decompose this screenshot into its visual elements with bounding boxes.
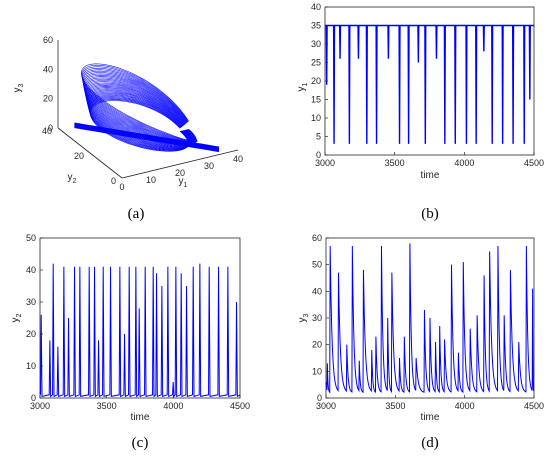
panel-a-ztick-label: 0 — [48, 123, 53, 133]
panel-c-xtick-label: 3500 — [97, 401, 117, 411]
panel-a-base-band — [74, 122, 220, 148]
panel-d-ylabel: y3 — [297, 313, 310, 322]
panel-a-trajectory — [74, 63, 220, 153]
panel-a-ylabel: y2 — [68, 172, 77, 185]
panel-c-ytick-label: 20 — [26, 329, 36, 339]
panel-b-xtick-label: 4000 — [454, 158, 474, 168]
panel-a-xtick-label: 10 — [146, 175, 156, 185]
panel-b-ytick-label: 10 — [311, 113, 321, 123]
panel-c-ytick-label: 0 — [31, 393, 36, 403]
panel-d-xlabel: time — [421, 412, 440, 423]
panel-b-ytick-label: 30 — [311, 39, 321, 49]
panel-d-tick-labels: 3000 3500 4000 4500 0 10 20 30 40 50 60 — [312, 233, 544, 411]
panel-a-orbit — [81, 65, 198, 143]
panel-a-xtick-label: 30 — [204, 161, 214, 171]
panel-b-ytick-label: 40 — [311, 2, 321, 12]
panel-b-xlabel: time — [421, 170, 440, 181]
panel-a-orbit — [81, 63, 198, 143]
panel-c-ytick-label: 50 — [26, 233, 36, 243]
panel-a-base-band — [74, 123, 220, 149]
panel-b-ytick-label: 35 — [311, 21, 321, 31]
panel-b-caption: (b) — [421, 206, 439, 222]
panel-d-xtick-label: 4000 — [455, 401, 475, 411]
panel-c-plot: 3000 3500 4000 4500 0 10 20 30 40 50 y2 time (c) — [10, 233, 250, 451]
panel-d-ytick-label: 50 — [312, 260, 322, 270]
panel-a-ztick-label: 20 — [43, 94, 53, 104]
panel-b-ytick-label: 20 — [311, 76, 321, 86]
panel-c-ytick-label: 10 — [26, 361, 36, 371]
panel-d-series — [325, 243, 535, 394]
panel-d-ytick-label: 40 — [312, 286, 322, 296]
panel-a-xtick-label: 40 — [233, 154, 243, 164]
panel-a-orbit — [81, 66, 197, 143]
panel-c-ylabel: y2 — [10, 313, 23, 322]
panel-b-xtick-label: 3500 — [385, 158, 405, 168]
panel-d-xtick-label: 3500 — [385, 401, 405, 411]
panel-d-xtick-label: 4500 — [524, 401, 544, 411]
panel-d-ytick-label: 60 — [312, 233, 322, 243]
panel-b-ytick-label: 25 — [311, 58, 321, 68]
panel-c-series — [39, 263, 241, 398]
panel-a-base-band — [74, 126, 220, 152]
panel-a-ytick-label: 40 — [42, 126, 52, 136]
panel-d-xtick-label: 3000 — [316, 401, 336, 411]
panel-b-series-line — [325, 24, 534, 144]
panel-b-tick-labels: 3000 3500 4000 4500 0 5 10 15 20 25 30 35 40 — [311, 2, 544, 168]
panel-b-series — [325, 24, 534, 144]
panel-a-xtick-label: 0 — [119, 182, 124, 192]
panel-a-base-band — [74, 124, 220, 150]
panel-c-ytick-label: 30 — [26, 297, 36, 307]
panel-d-series-line — [325, 243, 535, 394]
panel-c-xtick-label: 4000 — [163, 401, 183, 411]
panel-b-ytick-label: 15 — [311, 95, 321, 105]
panel-a-axes — [57, 40, 239, 179]
panel-a-base-band — [74, 125, 220, 151]
panel-a-base-band — [74, 126, 220, 153]
panel-d-ytick-label: 20 — [312, 340, 322, 350]
panel-b-xtick-label: 4500 — [524, 158, 544, 168]
panel-b-ylabel: y1 — [296, 82, 309, 91]
panel-a-xtick-label: 20 — [175, 168, 185, 178]
panel-d-ytick-label: 30 — [312, 313, 322, 323]
panel-b-xtick-label: 3000 — [315, 158, 335, 168]
panel-c-axes-box — [39, 237, 241, 399]
panel-a-ztick-label: 40 — [43, 64, 53, 74]
panel-c-ytick-label: 40 — [26, 265, 36, 275]
panel-c-xlabel: time — [131, 412, 150, 423]
panel-a-caption: (a) — [128, 206, 145, 222]
panel-d-plot: 3000 3500 4000 4500 0 10 20 30 40 50 60 y3 time (d… — [297, 233, 544, 451]
panel-d-caption: (d) — [421, 435, 439, 451]
panel-c-xtick-label: 3000 — [30, 401, 50, 411]
panel-b-plot: 3000 3500 4000 4500 0 5 10 15 20 25 30 35 40 y1 time… — [296, 2, 544, 222]
panel-a-zlabel: y3 — [12, 83, 25, 92]
panel-a-ztick-label: 60 — [43, 35, 53, 45]
panel-c-caption: (c) — [132, 435, 149, 451]
panel-a-ytick-label: 20 — [74, 151, 84, 161]
panel-d-ytick-label: 0 — [317, 393, 322, 403]
panel-a-ytick-label: 0 — [111, 176, 116, 186]
panel-c-series-line — [39, 263, 241, 398]
panel-c-xtick-label: 4500 — [230, 401, 250, 411]
panel-b-ytick-label: 5 — [316, 132, 321, 142]
panel-c-tick-labels: 3000 3500 4000 4500 0 10 20 30 40 50 — [26, 233, 250, 411]
panel-a-xlabel: y1 — [179, 176, 188, 189]
panel-b-ytick-label: 0 — [316, 150, 321, 160]
panel-d-ytick-label: 10 — [312, 366, 322, 376]
